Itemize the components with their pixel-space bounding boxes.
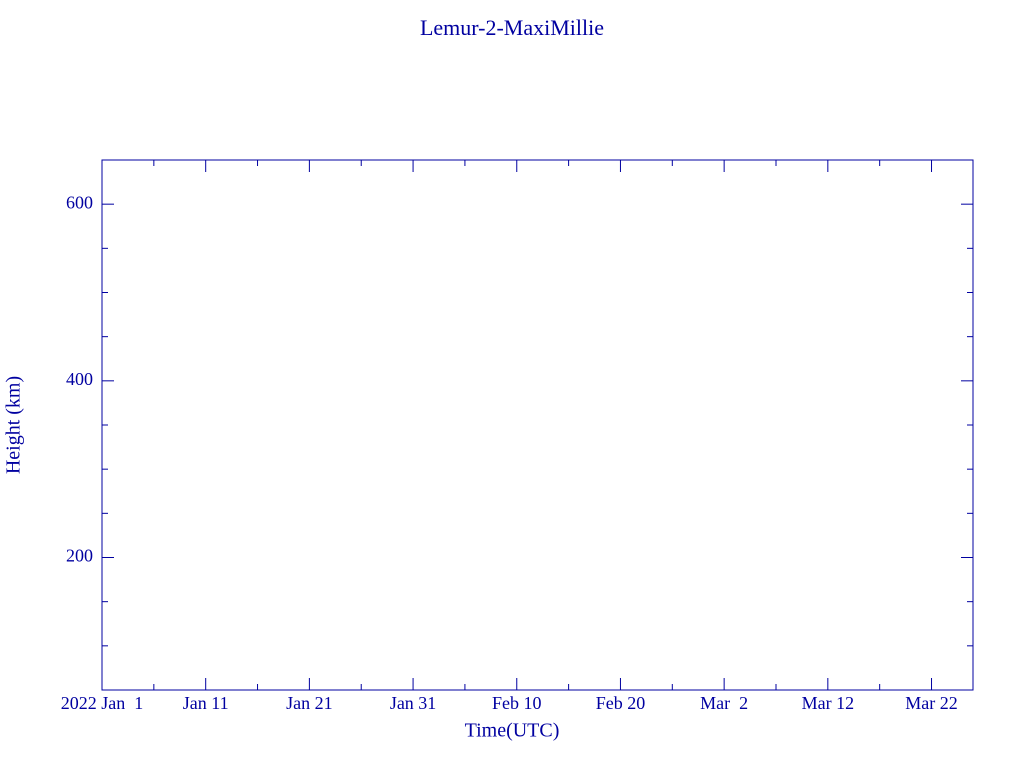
y-tick-label: 400 [66, 369, 93, 389]
x-tick-label: Mar 22 [905, 693, 958, 713]
y-tick-label: 600 [66, 192, 93, 212]
x-tick-label: Mar 2 [700, 693, 748, 713]
x-tick-label: Feb 10 [492, 693, 542, 713]
x-tick-label: Jan 31 [390, 693, 437, 713]
x-tick-label: Jan 21 [286, 693, 333, 713]
y-tick-label: 200 [66, 546, 93, 566]
x-axis-label: Time(UTC) [465, 720, 560, 742]
x-tick-label: Feb 20 [596, 693, 646, 713]
x-tick-label: Jan 11 [183, 693, 229, 713]
y-axis-label: Height (km) [3, 376, 25, 474]
chart-title: Lemur-2-MaxiMillie [420, 15, 604, 40]
x-tick-label: 2022 Jan 1 [61, 693, 144, 713]
x-tick-label: Mar 12 [802, 693, 855, 713]
plot-frame [101, 159, 974, 691]
